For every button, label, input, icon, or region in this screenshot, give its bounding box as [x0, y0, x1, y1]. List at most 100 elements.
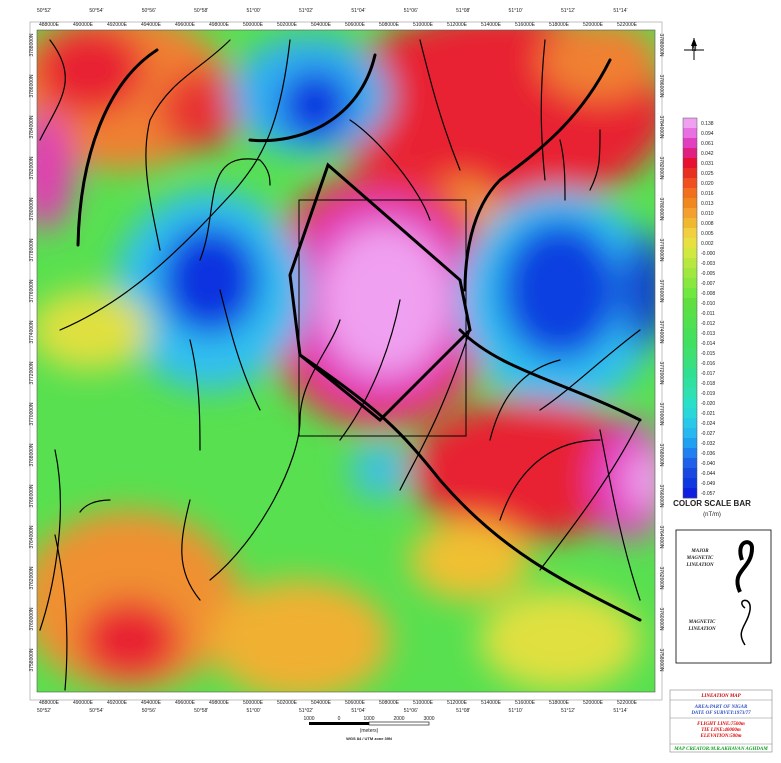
longitude-label: 51°06': [404, 708, 418, 714]
color-swatch: [683, 278, 697, 288]
longitude-label: 51°10': [509, 708, 523, 714]
color-swatch: [683, 308, 697, 318]
color-swatch: [683, 348, 697, 358]
color-swatch: [683, 248, 697, 258]
title-block-text: AREA:PART OF NIGAR: [694, 705, 748, 710]
anomaly-map: [10, 10, 670, 700]
color-swatch: [683, 478, 697, 488]
northing-label: 3766000N: [29, 484, 35, 507]
northing-label: 3772000N: [29, 361, 35, 384]
legend-label: MAGNETIC: [688, 620, 716, 625]
longitude-label: 51°00': [247, 708, 261, 714]
easting-label: 506000E: [345, 700, 366, 706]
color-swatch: [683, 458, 697, 468]
color-scale-label: -0.015: [701, 351, 715, 357]
longitude-label: 50°56': [142, 708, 156, 714]
northing-label: 3768000N: [29, 443, 35, 466]
northing-label: 3778000N: [29, 238, 35, 261]
easting-label: 494000E: [141, 700, 162, 706]
easting-label: 500000E: [243, 22, 264, 28]
northing-label: 3788000N: [29, 33, 35, 56]
color-swatch: [683, 488, 697, 498]
scale-tick-label: 2000: [393, 716, 404, 722]
northing-label: 3784000N: [29, 115, 35, 138]
north-label: N: [691, 46, 696, 53]
color-swatch: [683, 228, 697, 238]
longitude-label: 50°56': [142, 8, 156, 14]
northing-label: 3788000N: [658, 33, 664, 56]
color-swatch: [683, 438, 697, 448]
easting-label: 490000E: [73, 700, 94, 706]
color-swatch: [683, 338, 697, 348]
color-scale-label: -0.027: [701, 431, 715, 437]
scale-tick-label: 1000: [363, 716, 374, 722]
longitude-label: 51°02': [299, 8, 313, 14]
color-scale-label: -0.005: [701, 271, 715, 277]
easting-label: 504000E: [311, 700, 332, 706]
color-swatch: [683, 128, 697, 138]
easting-label: 498000E: [209, 700, 230, 706]
color-swatch: [683, 188, 697, 198]
color-scale-unit: (nT/m): [703, 512, 721, 518]
title-block: [670, 690, 772, 752]
color-scale-label: -0.008: [701, 291, 715, 297]
easting-label: 516000E: [515, 700, 536, 706]
easting-label: 516000E: [515, 22, 536, 28]
easting-label: 502000E: [277, 700, 298, 706]
easting-label: 518000E: [549, 700, 570, 706]
longitude-label: 51°06': [404, 8, 418, 14]
easting-label: 520000E: [583, 22, 604, 28]
northing-label: 3774000N: [658, 320, 664, 343]
color-scale-label: -0.007: [701, 281, 715, 287]
easting-label: 506000E: [345, 22, 366, 28]
color-scale-label: 0.010: [701, 211, 714, 217]
color-swatch: [683, 198, 697, 208]
title-block-text: MAP CREATOR:M.R.AKHAVAN AGHDAM: [673, 747, 768, 752]
color-scale-label: -0.000: [701, 251, 715, 257]
color-swatch: [683, 148, 697, 158]
color-scale-label: -0.024: [701, 421, 715, 427]
color-scale-label: -0.057: [701, 491, 715, 497]
color-scale-label: 0.005: [701, 231, 714, 237]
color-scale-label: 0.016: [701, 191, 714, 197]
northing-label: 3786000N: [29, 74, 35, 97]
northing-label: 3758000N: [658, 648, 664, 671]
color-scale-label: -0.019: [701, 391, 715, 397]
longitude-label: 51°12': [561, 8, 575, 14]
easting-label: 498000E: [209, 22, 230, 28]
color-scale-label: 0.002: [701, 241, 714, 247]
color-scale-label: 0.031: [701, 161, 714, 167]
color-scale-label: 0.008: [701, 221, 714, 227]
easting-label: 510000E: [413, 22, 434, 28]
title-block-text: TIE LINE:40000m: [701, 728, 741, 733]
easting-label: 522000E: [617, 700, 638, 706]
easting-label: 522000E: [617, 22, 638, 28]
longitude-label: 51°12': [561, 708, 575, 714]
longitude-label: 50°54': [89, 8, 103, 14]
scale-tick-label: 0: [338, 716, 341, 722]
northing-label: 3784000N: [658, 115, 664, 138]
legend-label: LINEATION: [685, 563, 714, 568]
easting-label: 496000E: [175, 700, 196, 706]
longitude-label: 51°04': [351, 8, 365, 14]
color-scale-label: -0.044: [701, 471, 715, 477]
color-swatch: [683, 168, 697, 178]
easting-label: 500000E: [243, 700, 264, 706]
longitude-label: 51°08': [456, 8, 470, 14]
northing-label: 3776000N: [658, 279, 664, 302]
color-swatch: [683, 448, 697, 458]
northing-label: 3770000N: [658, 402, 664, 425]
easting-label: 488000E: [39, 22, 60, 28]
color-swatch: [683, 358, 697, 368]
longitude-label: 50°54': [89, 708, 103, 714]
longitude-label: 51°00': [247, 8, 261, 14]
color-scale-title: COLOR SCALE BAR: [673, 499, 751, 508]
color-scale-label: -0.013: [701, 331, 715, 337]
longitude-label: 50°52': [37, 8, 51, 14]
longitude-label: 51°14': [613, 708, 627, 714]
easting-label: 494000E: [141, 22, 162, 28]
easting-label: 492000E: [107, 700, 128, 706]
color-scale-label: -0.010: [701, 301, 715, 307]
northing-label: 3764000N: [658, 525, 664, 548]
easting-label: 512000E: [447, 22, 468, 28]
